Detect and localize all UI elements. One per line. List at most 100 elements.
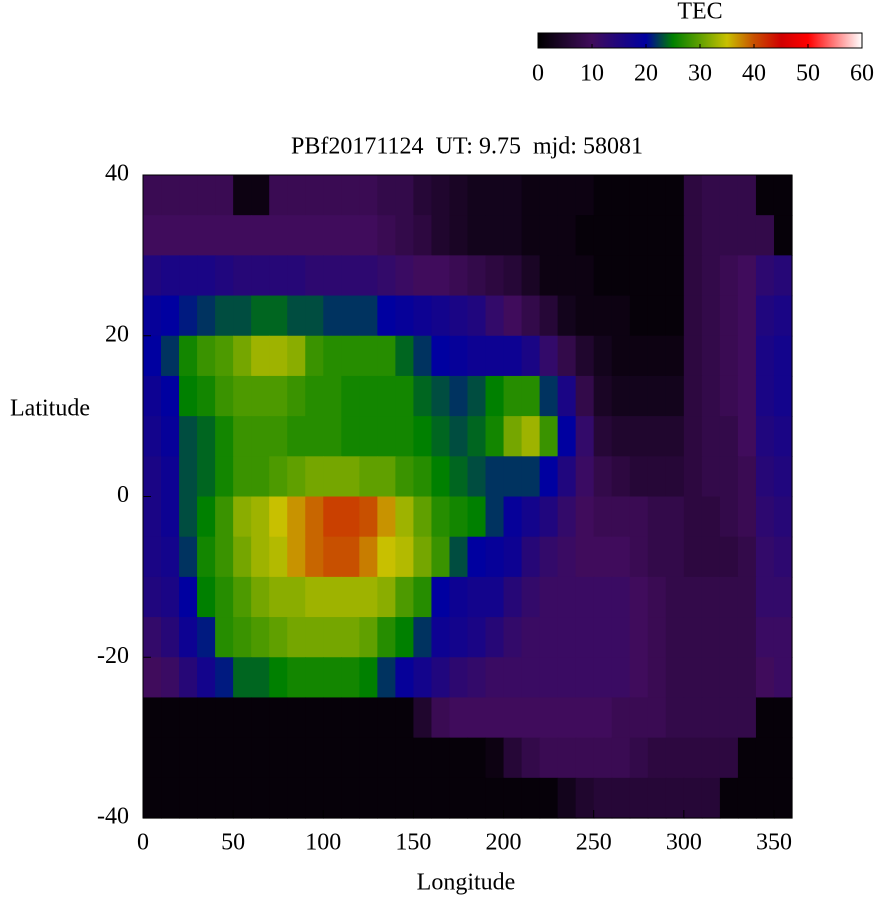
heatmap-cell — [341, 737, 360, 779]
heatmap-cell — [215, 496, 234, 538]
heatmap-cell — [323, 375, 342, 417]
heatmap-cell — [197, 215, 216, 256]
heatmap-cell — [485, 697, 505, 739]
heatmap-cell — [305, 456, 324, 498]
heatmap-cell — [215, 777, 234, 819]
heatmap-cell — [143, 255, 162, 297]
heatmap-cell — [323, 617, 342, 658]
heatmap-cell — [359, 456, 378, 498]
heatmap-cell — [557, 295, 577, 337]
heatmap-cell — [647, 375, 667, 417]
heatmap-cell — [485, 215, 505, 256]
heatmap-cell — [323, 335, 342, 377]
heatmap-cell — [755, 375, 775, 417]
heatmap-cell — [773, 496, 793, 538]
heatmap-cell — [431, 737, 451, 779]
heatmap-cell — [503, 175, 523, 216]
heatmap-cell — [161, 175, 180, 216]
heatmap-cell — [665, 456, 685, 498]
heatmap-cell — [521, 456, 541, 498]
heatmap-cell — [197, 175, 216, 216]
heatmap-cell — [719, 335, 739, 377]
heatmap-cell — [233, 697, 252, 739]
heatmap-cell — [503, 335, 523, 377]
heatmap-cell — [215, 375, 234, 417]
heatmap-cell — [467, 737, 487, 779]
heatmap-cell — [431, 697, 451, 739]
heatmap-cell — [215, 657, 234, 699]
heatmap-cell — [737, 175, 757, 216]
heatmap-cell — [539, 737, 559, 779]
heatmap-cell — [449, 375, 469, 417]
heatmap-cell — [557, 255, 577, 297]
heatmap-cell — [503, 576, 523, 618]
heatmap-cell — [359, 697, 378, 739]
heatmap-cell — [467, 697, 487, 739]
heatmap-cell — [683, 737, 703, 779]
heatmap-cell — [197, 536, 216, 578]
heatmap-cell — [737, 215, 757, 256]
heatmap-cell — [629, 737, 649, 779]
heatmap-cell — [665, 617, 685, 658]
heatmap-cell — [143, 737, 162, 779]
heatmap-cell — [575, 175, 595, 216]
heatmap-cell — [737, 737, 757, 779]
heatmap-cell — [521, 496, 541, 538]
heatmap-cell — [665, 657, 685, 699]
colorbar-tick-label: 20 — [634, 61, 658, 87]
heatmap-cell — [233, 456, 252, 498]
heatmap-cell — [575, 456, 595, 498]
heatmap-cell — [719, 175, 739, 216]
heatmap-cell — [413, 255, 433, 297]
heatmap-cell — [449, 215, 469, 256]
heatmap-cell — [611, 335, 631, 377]
heatmap-cell — [143, 175, 162, 216]
heatmap-cell — [539, 496, 559, 538]
heatmap-cell — [143, 335, 162, 377]
heatmap-cell — [251, 536, 270, 578]
heatmap-cell — [143, 777, 162, 819]
heatmap-cell — [773, 536, 793, 578]
colorbar-tick-label: 60 — [850, 61, 874, 87]
heatmap-cell — [485, 536, 505, 578]
heatmap-cell — [755, 416, 775, 457]
heatmap-cell — [287, 576, 306, 618]
heatmap-cell — [485, 496, 505, 538]
heatmap-cell — [467, 536, 487, 578]
heatmap-cell — [467, 576, 487, 618]
heatmap-cell — [647, 496, 667, 538]
heatmap-cell — [737, 576, 757, 618]
heatmap-cell — [359, 617, 378, 658]
heatmap-cell — [575, 295, 595, 337]
heatmap-cell — [557, 697, 577, 739]
heatmap-cell — [143, 295, 162, 337]
heatmap-cell — [323, 295, 342, 337]
heatmap-cell — [431, 576, 451, 618]
heatmap-cell — [575, 215, 595, 256]
heatmap-cell — [521, 215, 541, 256]
heatmap-cell — [485, 777, 505, 819]
heatmap-cell — [233, 617, 252, 658]
heatmap-cell — [395, 335, 415, 377]
heatmap-cell — [395, 175, 415, 216]
heatmap-cell — [575, 496, 595, 538]
heatmap-cell — [503, 697, 523, 739]
heatmap-cell — [413, 416, 433, 457]
heatmap-cell — [737, 335, 757, 377]
heatmap-cell — [323, 255, 342, 297]
heatmap-cell — [287, 375, 306, 417]
heatmap-cell — [629, 416, 649, 457]
heatmap-cell — [431, 536, 451, 578]
heatmap-cell — [485, 737, 505, 779]
heatmap-cell — [611, 295, 631, 337]
heatmap-cell — [323, 737, 342, 779]
heatmap-cell — [377, 657, 396, 699]
heatmap-cell — [215, 576, 234, 618]
heatmap-cell — [611, 375, 631, 417]
heatmap-cell — [701, 375, 721, 417]
heatmap-cell — [215, 456, 234, 498]
heatmap-cell — [557, 496, 577, 538]
heatmap-cell — [269, 777, 288, 819]
heatmap-cell — [539, 215, 559, 256]
